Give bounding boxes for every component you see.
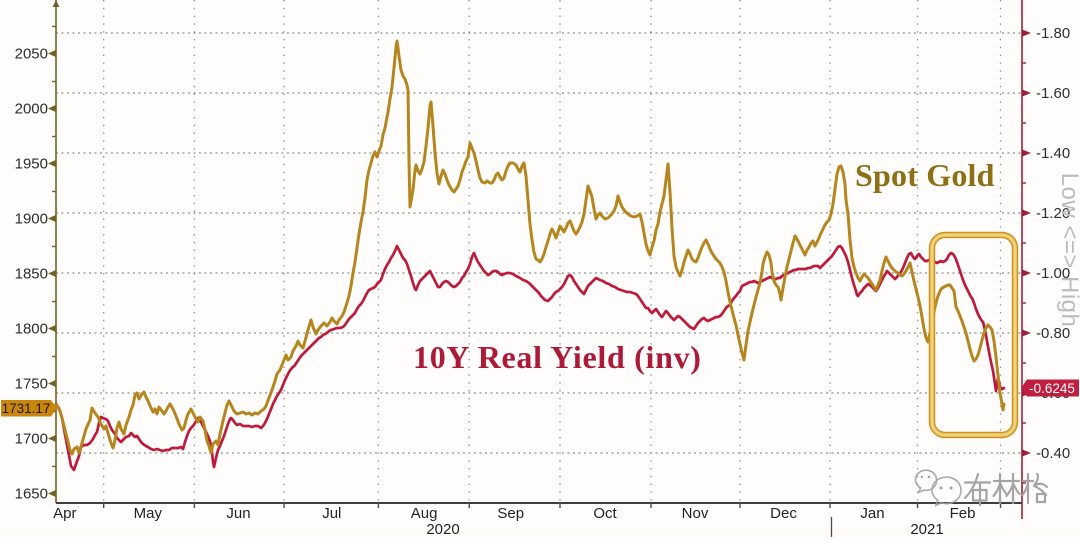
svg-text:-1.00: -1.00 [1036,265,1070,282]
svg-text:Low <=> High: Low <=> High [1056,173,1080,328]
svg-text:Nov: Nov [682,505,709,522]
svg-text:2050: 2050 [15,46,48,63]
svg-text:1900: 1900 [15,211,48,228]
svg-text:Sep: Sep [497,505,524,522]
svg-text:1800: 1800 [15,321,48,338]
svg-text:2000: 2000 [15,101,48,118]
svg-text:-1.20: -1.20 [1036,205,1070,222]
svg-text:10Y Real Yield (inv): 10Y Real Yield (inv) [413,339,702,375]
svg-text:-0.80: -0.80 [1036,325,1070,342]
svg-text:-1.80: -1.80 [1036,25,1070,42]
svg-text:Dec: Dec [770,505,797,522]
svg-text:-0.40: -0.40 [1036,445,1070,462]
svg-text:2020: 2020 [426,521,459,537]
svg-text:Jul: Jul [322,505,341,522]
svg-text:-1.60: -1.60 [1036,85,1070,102]
svg-text:Spot Gold: Spot Gold [855,157,995,193]
svg-text:1750: 1750 [15,376,48,393]
svg-text:May: May [134,505,163,522]
svg-text:1731.17: 1731.17 [2,401,51,416]
svg-text:1850: 1850 [15,266,48,283]
svg-text:Apr: Apr [53,505,76,522]
svg-text:Oct: Oct [593,505,617,522]
svg-text:Aug: Aug [411,505,438,522]
svg-text:Jan: Jan [860,505,884,522]
svg-text:Jun: Jun [226,505,250,522]
svg-text:-0.6245: -0.6245 [1029,381,1075,396]
svg-text:1700: 1700 [15,431,48,448]
svg-text:2021: 2021 [910,521,943,537]
svg-text:1650: 1650 [15,486,48,503]
svg-text:-1.40: -1.40 [1036,145,1070,162]
svg-text:1950: 1950 [15,156,48,173]
svg-text:Feb: Feb [950,505,976,522]
